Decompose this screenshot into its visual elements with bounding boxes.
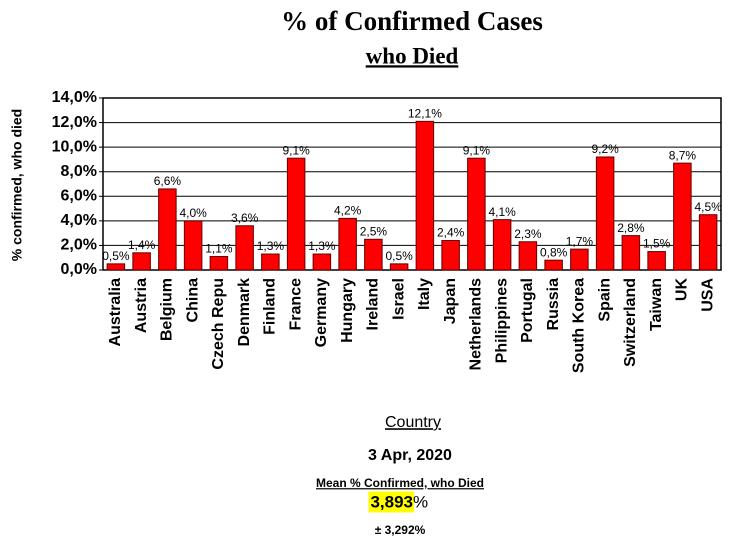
x-tick-label: Australia	[107, 278, 124, 347]
x-tick-label: Austria	[133, 278, 150, 333]
y-tick-label: 6,0%	[61, 188, 97, 205]
plot-frame	[102, 97, 722, 271]
date: 3 Apr, 2020	[368, 447, 452, 464]
data-label: 9,1%	[463, 143, 491, 157]
x-tick-label: Hungary	[339, 278, 356, 343]
data-label: 3,6%	[231, 211, 259, 225]
data-label: 1,4%	[128, 238, 156, 252]
data-label: 1,3%	[257, 239, 285, 253]
data-label: 2,5%	[360, 224, 388, 238]
mean-label: Mean % Confirmed, who Died	[316, 476, 484, 490]
bar	[261, 253, 280, 271]
data-label: 2,3%	[514, 227, 542, 241]
x-axis-label: Country	[385, 414, 441, 431]
bar	[158, 188, 177, 271]
bar	[183, 220, 203, 271]
bar	[492, 219, 512, 271]
bar	[441, 240, 460, 271]
data-label: 4,2%	[334, 204, 362, 218]
x-tick-label: Germany	[313, 278, 330, 347]
y-tick-label: 4,0%	[61, 212, 97, 229]
x-tick-label: Israel	[390, 278, 407, 320]
bar	[647, 251, 666, 271]
bar	[312, 253, 332, 271]
bar	[106, 263, 126, 271]
x-tick-label: UK	[674, 278, 691, 302]
data-label: 1,5%	[643, 237, 671, 251]
y-axis-label: % confirmed, who died	[9, 109, 25, 261]
bar	[389, 263, 409, 271]
x-tick-label: Finland	[262, 278, 279, 335]
data-label: 4,5%	[694, 200, 722, 214]
y-tick-label: 0,0%	[61, 261, 97, 278]
x-tick-label: USA	[699, 278, 716, 312]
x-tick-label: China	[184, 278, 201, 323]
x-tick-label: Ireland	[365, 278, 382, 330]
bar	[518, 241, 538, 271]
x-tick-label: France	[287, 278, 304, 331]
bar	[467, 157, 486, 271]
y-tick-label: 8,0%	[61, 163, 97, 180]
x-tick-label: Taiwan	[648, 278, 665, 331]
bar	[544, 259, 563, 271]
bar	[570, 248, 589, 271]
x-tick-label: Spain	[596, 278, 613, 322]
data-label: 1,7%	[566, 234, 594, 248]
data-label: 8,7%	[669, 148, 697, 162]
x-tick-label: South Korea	[571, 278, 588, 373]
bar	[338, 217, 357, 271]
highlight	[368, 491, 414, 513]
y-tick-label: 14,0%	[52, 89, 97, 106]
y-tick-label: 10,0%	[52, 138, 97, 155]
x-tick-label: Philippines	[493, 278, 510, 363]
x-tick-label: Switzerland	[622, 278, 639, 367]
chart-subtitle: who Died	[366, 43, 459, 68]
x-tick-label: Belgium	[159, 278, 176, 341]
bar	[209, 255, 229, 271]
x-tick-label: Italy	[416, 278, 433, 310]
data-label: 9,1%	[282, 143, 310, 157]
bar	[132, 252, 151, 271]
mean-value: 3,893	[370, 492, 413, 511]
data-label: 2,4%	[437, 226, 465, 240]
data-label: 12,1%	[408, 107, 442, 121]
bar	[621, 235, 641, 271]
x-tick-label: Netherlands	[468, 278, 485, 371]
data-label: 6,6%	[154, 174, 182, 188]
x-tick-label: Portugal	[519, 278, 536, 343]
data-label: 9,2%	[591, 142, 619, 156]
bar	[364, 238, 383, 271]
data-label: 4,1%	[488, 205, 516, 219]
bar	[595, 156, 615, 271]
x-tick-label: Russia	[545, 278, 562, 331]
data-label: 2,8%	[617, 221, 645, 235]
mean-spread: ± 3,292%	[375, 523, 426, 537]
x-tick-label: Denmark	[236, 278, 253, 347]
data-label: 0,5%	[102, 249, 130, 263]
y-tick-label: 12,0%	[52, 114, 97, 131]
bar	[698, 214, 718, 271]
data-label: 4,0%	[179, 206, 207, 220]
data-label: 0,8%	[540, 245, 568, 259]
chart-title: % of Confirmed Cases	[281, 6, 543, 36]
data-label: 1,3%	[308, 239, 336, 253]
data-label: 0,5%	[385, 249, 413, 263]
mean-unit: %	[413, 492, 428, 511]
bar	[286, 157, 306, 271]
bar	[415, 120, 435, 271]
x-tick-label: Czech Repu	[210, 278, 227, 370]
data-label: 1,1%	[205, 242, 233, 256]
x-tick-label: Japan	[442, 278, 459, 324]
bar	[673, 162, 692, 271]
bar	[235, 225, 254, 271]
y-tick-label: 2,0%	[61, 237, 97, 254]
